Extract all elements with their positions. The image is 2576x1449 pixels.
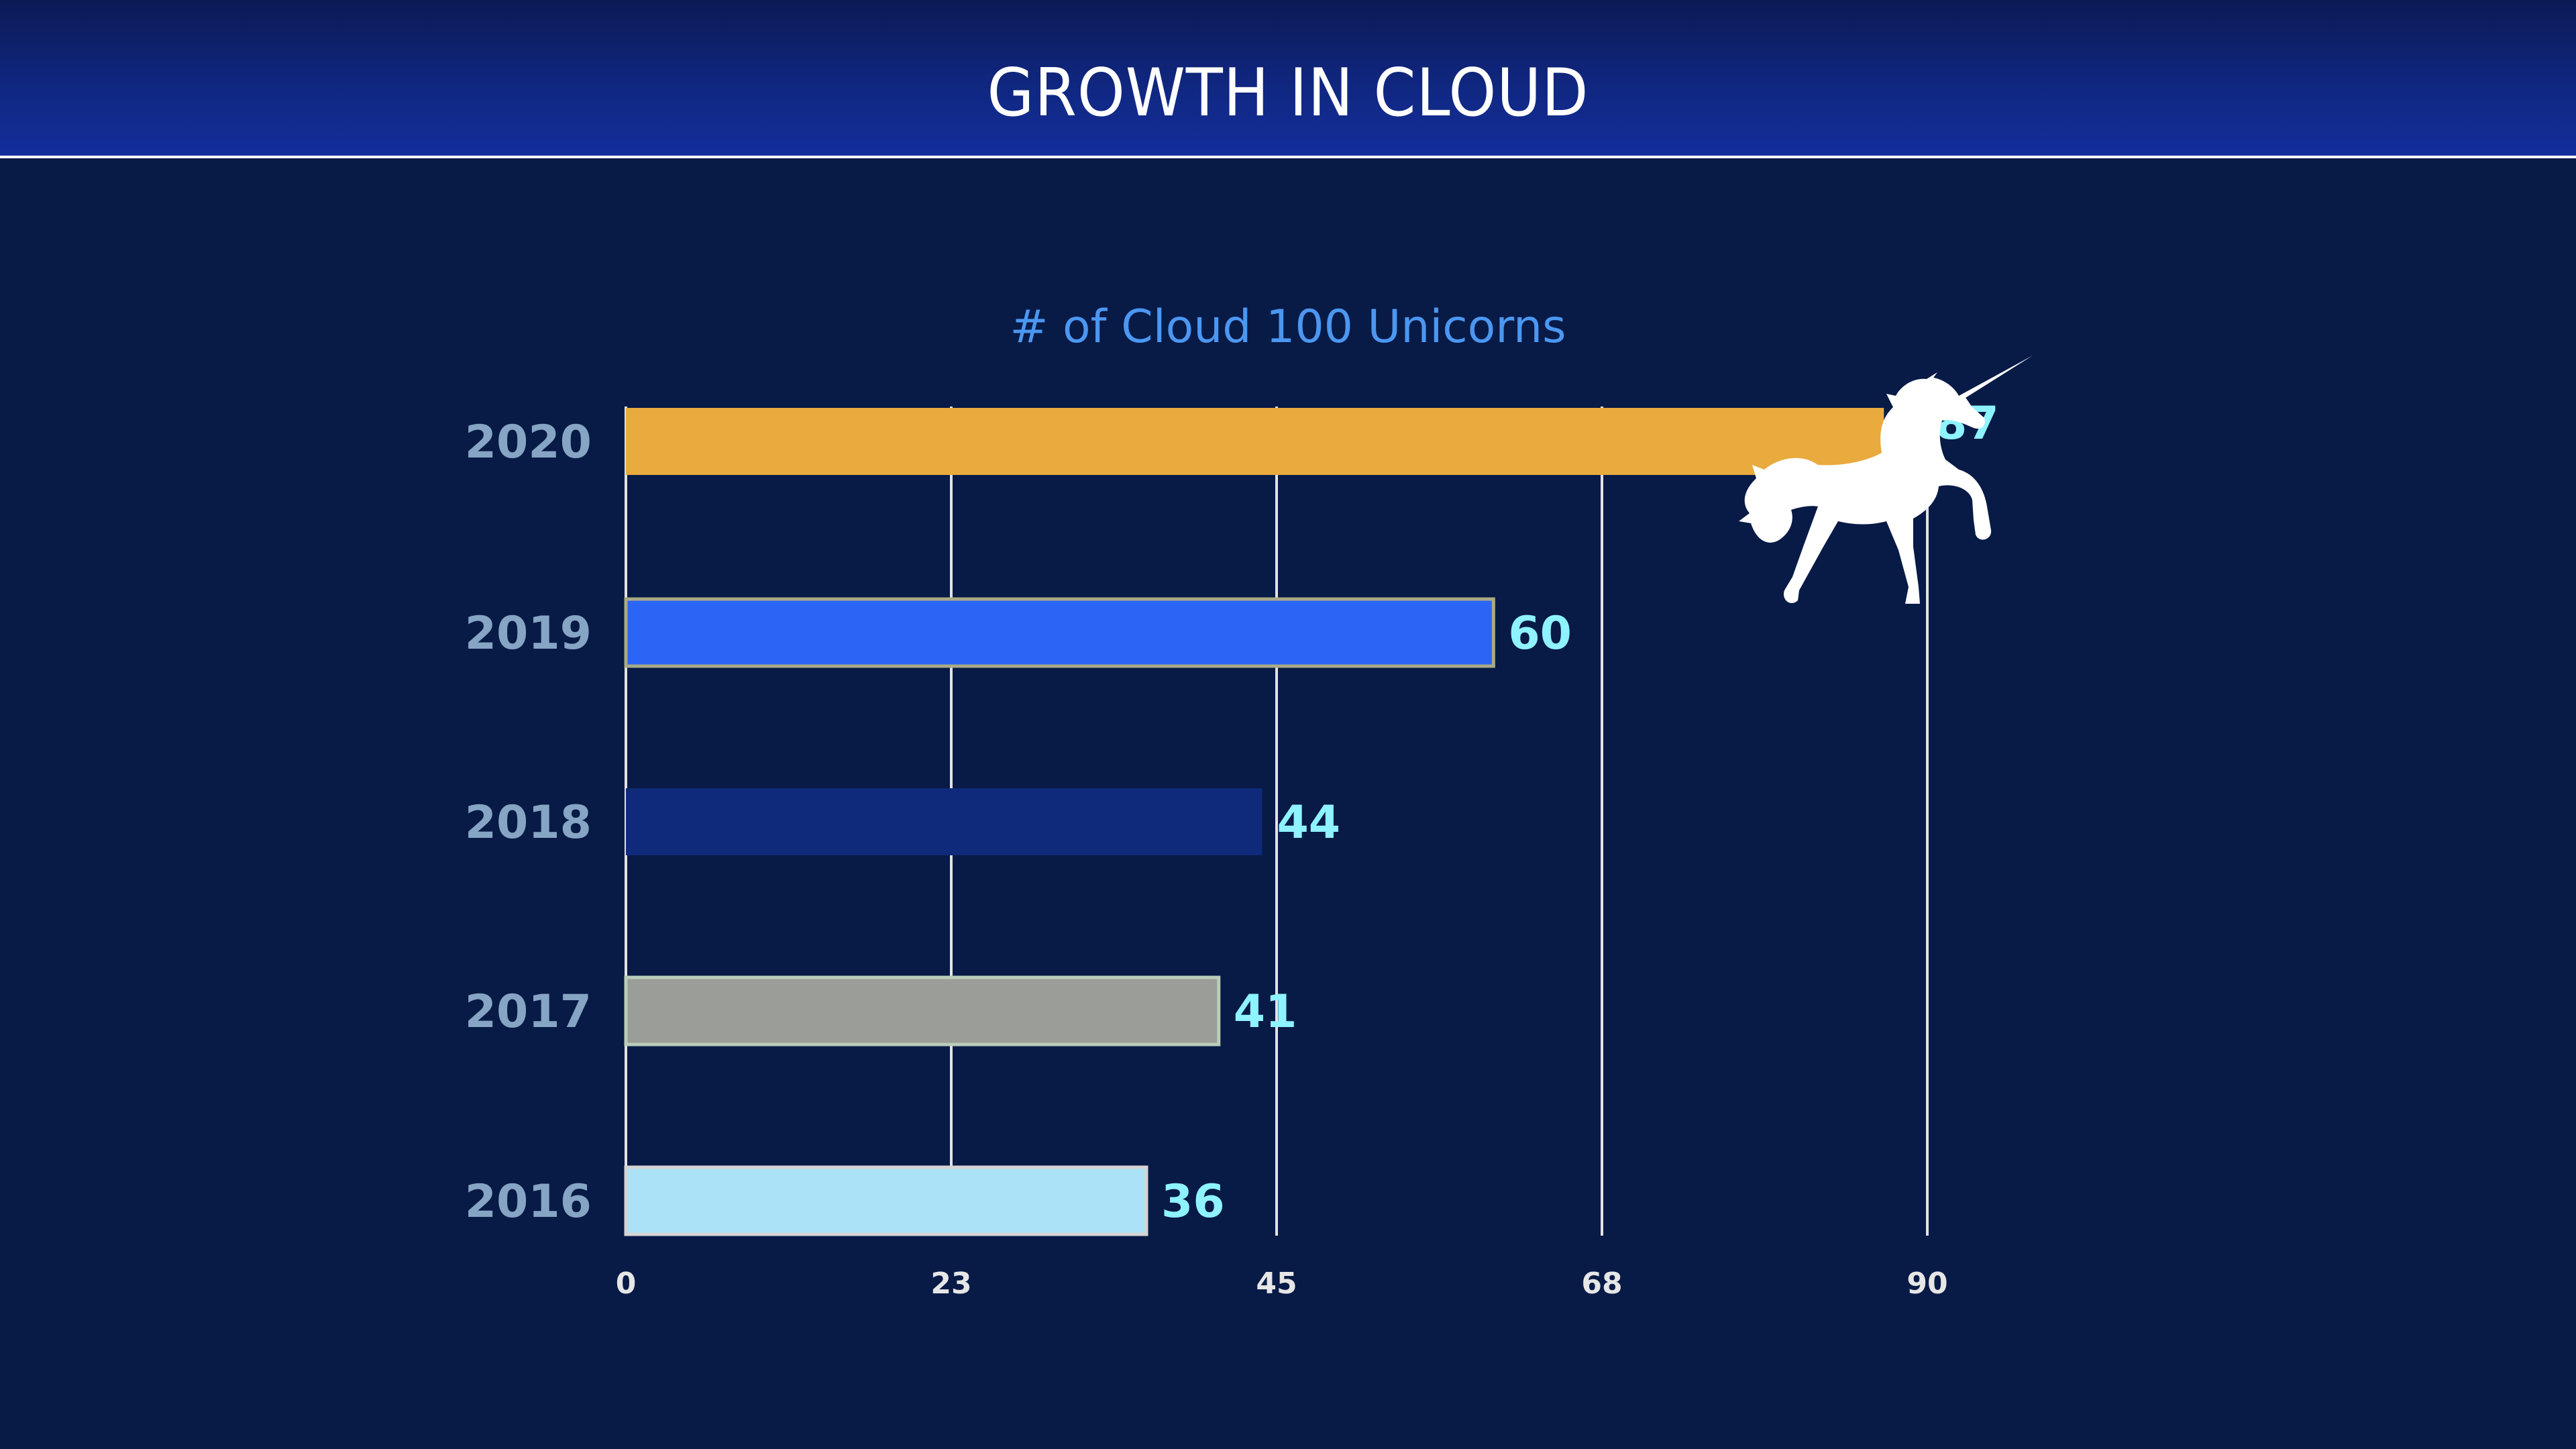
x-tick-label: 23 bbox=[930, 1267, 971, 1301]
x-tick-label: 90 bbox=[1907, 1267, 1947, 1301]
unicorn-icon bbox=[1739, 356, 2033, 604]
x-tick-label: 45 bbox=[1256, 1267, 1297, 1301]
bar-2020 bbox=[626, 408, 1884, 475]
x-tick-label: 68 bbox=[1581, 1267, 1622, 1301]
category-label: 2018 bbox=[465, 796, 592, 849]
category-label: 2019 bbox=[465, 607, 592, 660]
bar-2018 bbox=[626, 788, 1263, 855]
header-banner bbox=[0, 0, 2576, 156]
value-label: 60 bbox=[1508, 607, 1572, 660]
chart-title: # of Cloud 100 Unicorns bbox=[1010, 301, 1566, 354]
unicorn-silhouette bbox=[1739, 356, 2033, 604]
x-tick-label: 0 bbox=[616, 1267, 637, 1301]
category-label: 2016 bbox=[465, 1175, 592, 1228]
bar-2019 bbox=[624, 597, 1495, 668]
bar-2017 bbox=[624, 975, 1221, 1046]
page-title: GROWTH IN CLOUD bbox=[987, 55, 1589, 131]
value-label: 41 bbox=[1234, 985, 1297, 1038]
bar-2016 bbox=[624, 1165, 1148, 1236]
category-label: 2017 bbox=[465, 985, 592, 1038]
value-label: 36 bbox=[1161, 1175, 1225, 1228]
category-label: 2020 bbox=[465, 416, 592, 469]
labels: 023456890202087201960201844201741201636 bbox=[465, 397, 1999, 1301]
bars bbox=[624, 408, 1884, 1236]
value-label: 44 bbox=[1277, 796, 1340, 849]
header-divider bbox=[0, 156, 2576, 158]
